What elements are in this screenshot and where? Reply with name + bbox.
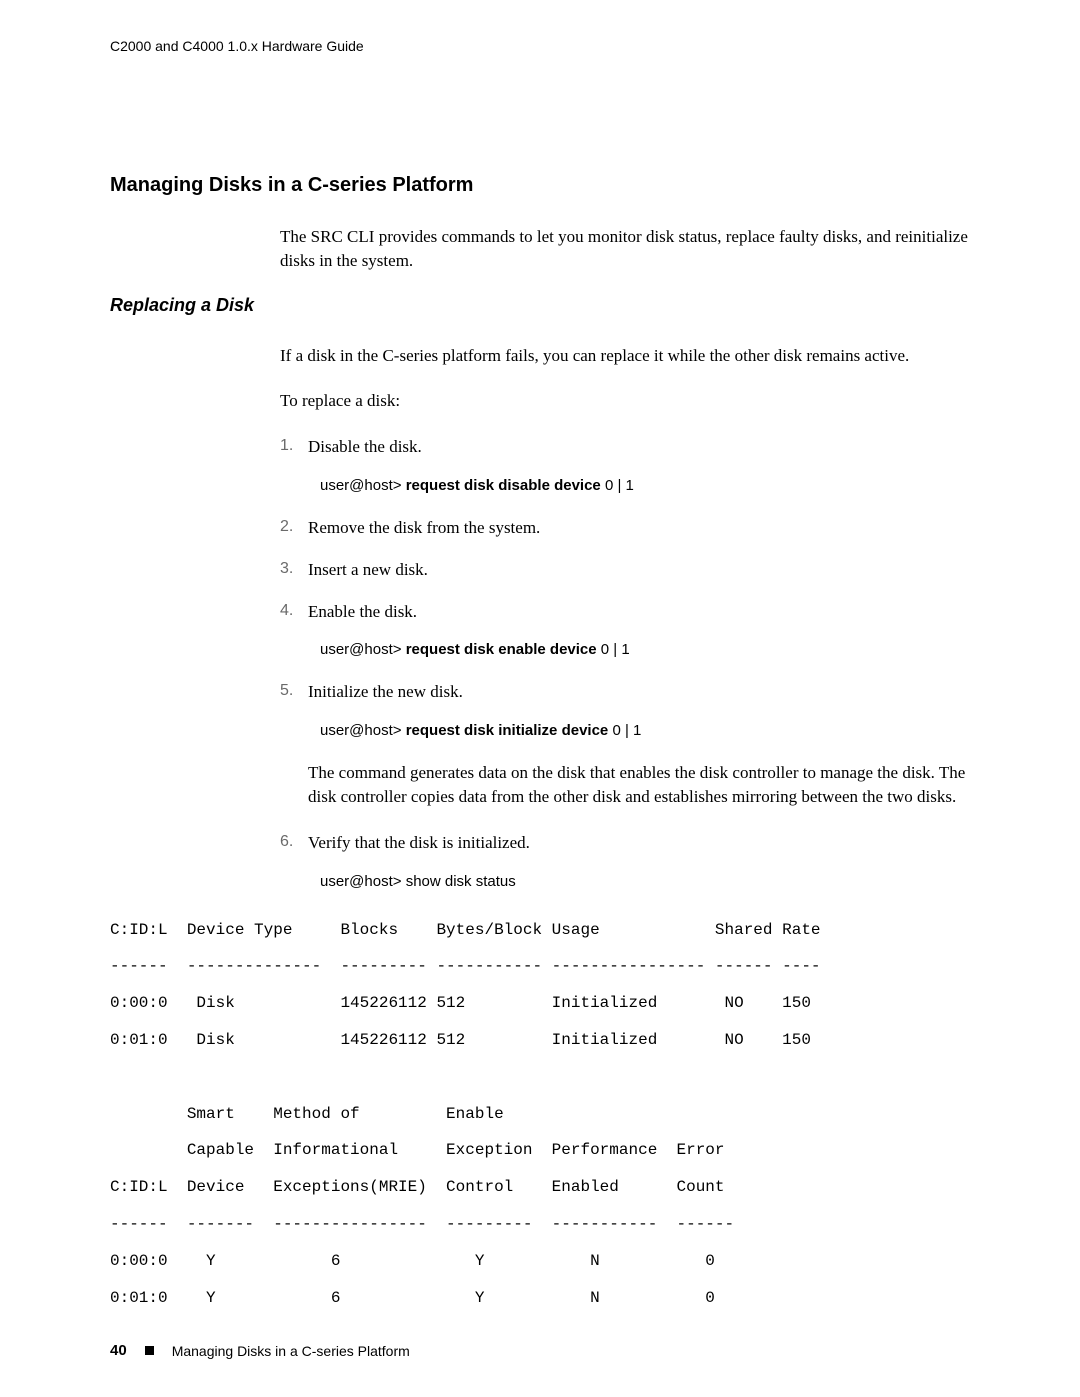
step-text: Initialize the new disk.	[308, 680, 970, 704]
step-1: 1. Disable the disk.	[280, 435, 970, 459]
disk-status-output: C:ID:L Device Type Blocks Bytes/Block Us…	[110, 912, 970, 1317]
para-replace-intro: If a disk in the C-series platform fails…	[280, 344, 970, 368]
step-number: 4.	[280, 600, 308, 624]
page-footer: 40 Managing Disks in a C-series Platform	[110, 1342, 410, 1359]
command-show-status: user@host> show disk status	[320, 873, 970, 890]
step-text: Enable the disk.	[308, 600, 970, 624]
cmd-tail: 0 | 1	[608, 722, 641, 739]
step-6: 6. Verify that the disk is initialized.	[280, 831, 970, 855]
step-number: 1.	[280, 435, 308, 459]
page-header: C2000 and C4000 1.0.x Hardware Guide	[110, 38, 970, 54]
cmd-text: show disk status	[406, 873, 516, 890]
step5-description: The command generates data on the disk t…	[308, 761, 970, 809]
step-3: 3. Insert a new disk.	[280, 558, 970, 582]
step-2: 2. Remove the disk from the system.	[280, 516, 970, 540]
command-disable: user@host> request disk disable device 0…	[320, 477, 970, 494]
cmd-bold: request disk initialize device	[406, 722, 609, 739]
cmd-prompt: user@host>	[320, 722, 406, 739]
step-number: 6.	[280, 831, 308, 855]
cmd-prompt: user@host>	[320, 873, 406, 890]
step-text: Remove the disk from the system.	[308, 516, 970, 540]
cmd-prompt: user@host>	[320, 477, 406, 494]
cmd-tail: 0 | 1	[601, 477, 634, 494]
para-to-replace: To replace a disk:	[280, 389, 970, 413]
footer-square-icon	[145, 1346, 154, 1355]
step-4: 4. Enable the disk.	[280, 600, 970, 624]
step-number: 2.	[280, 516, 308, 540]
section-heading: Managing Disks in a C-series Platform	[110, 174, 970, 197]
command-enable: user@host> request disk enable device 0 …	[320, 641, 970, 658]
step-text: Insert a new disk.	[308, 558, 970, 582]
step-number: 5.	[280, 680, 308, 704]
page-number: 40	[110, 1342, 127, 1359]
step-number: 3.	[280, 558, 308, 582]
footer-title: Managing Disks in a C-series Platform	[172, 1343, 410, 1359]
cmd-prompt: user@host>	[320, 641, 406, 658]
subsection-heading: Replacing a Disk	[110, 295, 970, 316]
step-text: Verify that the disk is initialized.	[308, 831, 970, 855]
cmd-bold: request disk enable device	[406, 641, 597, 658]
command-initialize: user@host> request disk initialize devic…	[320, 722, 970, 739]
cmd-tail: 0 | 1	[597, 641, 630, 658]
step-text: Disable the disk.	[308, 435, 970, 459]
cmd-bold: request disk disable device	[406, 477, 601, 494]
step-5: 5. Initialize the new disk.	[280, 680, 970, 704]
intro-paragraph: The SRC CLI provides commands to let you…	[280, 225, 970, 273]
